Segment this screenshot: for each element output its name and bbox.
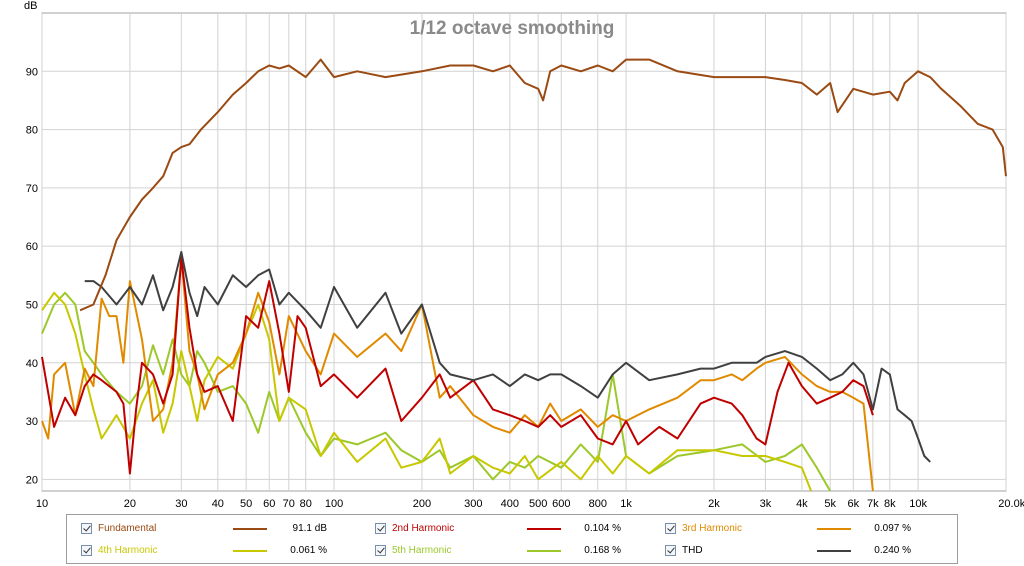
- x-tick-label: 5k: [824, 498, 836, 510]
- x-tick-label: 50: [240, 498, 252, 510]
- plot-area: [41, 12, 1007, 492]
- y-tick-label: 40: [26, 358, 38, 370]
- legend-line-swatch: [233, 550, 267, 552]
- legend-item-5th-harmonic: 5th Harmonic 0.168 %: [375, 543, 655, 559]
- legend-value: 0.097 %: [874, 523, 911, 534]
- x-tick-label: 3k: [760, 498, 772, 510]
- legend-checkbox-3rd-harmonic[interactable]: [665, 523, 676, 534]
- x-tick-label: 400: [501, 498, 519, 510]
- x-tick-label: 10k: [909, 498, 927, 510]
- y-tick-label: 60: [26, 241, 38, 253]
- chart-title: 1/12 octave smoothing: [410, 18, 615, 39]
- legend-line-swatch: [527, 528, 561, 530]
- legend-value: 0.240 %: [874, 545, 911, 556]
- x-tick-label: 500: [529, 498, 547, 510]
- x-tick-label: 20: [124, 498, 136, 510]
- y-axis-unit-label: dB: [24, 0, 37, 12]
- legend-line-swatch: [817, 528, 851, 530]
- legend-item-thd: THD 0.240 %: [665, 543, 945, 559]
- x-tick-label: 2k: [708, 498, 720, 510]
- x-tick-label: 7k: [867, 498, 879, 510]
- x-tick-label: 300: [464, 498, 482, 510]
- legend-value: 0.061 %: [290, 545, 327, 556]
- x-tick-label: 100: [325, 498, 343, 510]
- y-tick-label: 70: [26, 183, 38, 195]
- x-tick-label: 600: [552, 498, 570, 510]
- legend-value: 91.1 dB: [292, 523, 327, 534]
- x-tick-label: 70: [283, 498, 295, 510]
- legend-line-swatch: [527, 550, 561, 552]
- series-line-3rd-harmonic: [41, 256, 874, 492]
- series-line-fundamental: [79, 58, 1007, 312]
- legend: Fundamental 91.1 dB 2nd Harmonic 0.104 % 3rd…: [66, 514, 958, 564]
- legend-checkbox-5th-harmonic[interactable]: [375, 545, 386, 556]
- y-tick-label: 20: [26, 474, 38, 486]
- legend-label: 2nd Harmonic: [392, 523, 455, 534]
- x-tick-label: 800: [589, 498, 607, 510]
- x-tick-label: 1k: [620, 498, 632, 510]
- x-tick-label: 10: [36, 498, 48, 510]
- legend-value: 0.104 %: [584, 523, 621, 534]
- legend-checkbox-4th-harmonic[interactable]: [81, 545, 92, 556]
- legend-item-3rd-harmonic: 3rd Harmonic 0.097 %: [665, 521, 945, 537]
- y-tick-label: 90: [26, 66, 38, 78]
- legend-label: Fundamental: [98, 523, 157, 534]
- legend-label: THD: [682, 545, 703, 556]
- legend-label: 4th Harmonic: [98, 545, 158, 556]
- legend-label: 5th Harmonic: [392, 545, 452, 556]
- frequency-response-chart: 1/12 octave smoothing dB 20 30 40 50 60 70 80 9…: [24, 0, 1024, 510]
- series-line-2nd-harmonic: [41, 256, 874, 475]
- x-tick-label: 6k: [847, 498, 859, 510]
- legend-value: 0.168 %: [584, 545, 621, 556]
- x-tick-label: 8k: [884, 498, 896, 510]
- x-tick-label: 200: [413, 498, 431, 510]
- x-tick-label: 80: [300, 498, 312, 510]
- x-tick-label: 30: [175, 498, 187, 510]
- x-tick-labels: 10 20 30 40 50 60 70 80 100 200 300 400 500 600 800 1k 2…: [36, 498, 1024, 510]
- x-tick-label: 40: [212, 498, 224, 510]
- series-line-thd: [84, 251, 931, 463]
- y-tick-label: 30: [26, 416, 38, 428]
- y-tick-label: 50: [26, 299, 38, 311]
- x-tick-label: 4k: [796, 498, 808, 510]
- x-tick-label: 20.0k Hz: [998, 498, 1024, 510]
- x-tick-label: 60: [263, 498, 275, 510]
- legend-checkbox-2nd-harmonic[interactable]: [375, 523, 386, 534]
- y-tick-label: 80: [26, 125, 38, 137]
- legend-checkbox-fundamental[interactable]: [81, 523, 92, 534]
- legend-item-4th-harmonic: 4th Harmonic 0.061 %: [81, 543, 361, 559]
- grid: [41, 13, 1007, 491]
- legend-checkbox-thd[interactable]: [665, 545, 676, 556]
- y-tick-labels: 20 30 40 50 60 70 80 90: [26, 66, 38, 486]
- legend-item-fundamental: Fundamental 91.1 dB: [81, 521, 361, 537]
- legend-line-swatch: [817, 550, 851, 552]
- series-layer: [41, 58, 1007, 492]
- legend-label: 3rd Harmonic: [682, 523, 743, 534]
- legend-item-2nd-harmonic: 2nd Harmonic 0.104 %: [375, 521, 655, 537]
- legend-line-swatch: [233, 528, 267, 530]
